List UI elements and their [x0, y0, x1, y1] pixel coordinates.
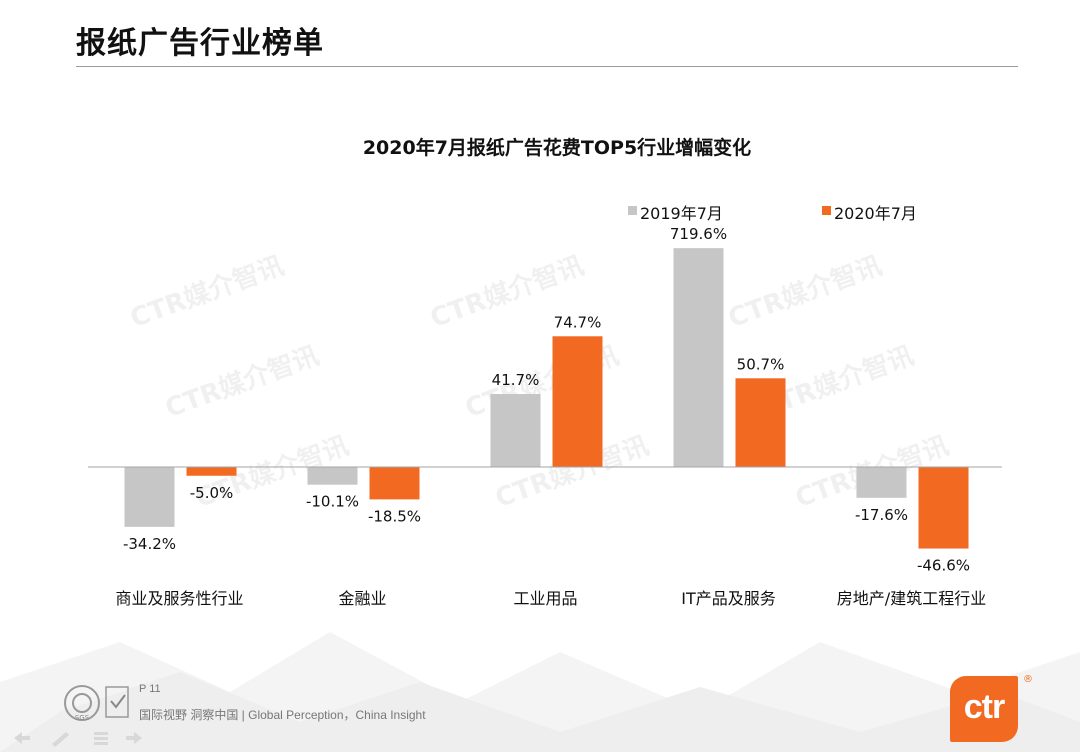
bar: [124, 467, 175, 527]
prev-arrow-icon: [14, 732, 30, 744]
bar: [673, 248, 724, 467]
bar: [918, 467, 969, 549]
bar: [490, 394, 541, 467]
bar: [735, 378, 786, 467]
bar: [856, 467, 907, 498]
ctr-logo: ctr: [950, 676, 1018, 742]
watermark-text: CTR媒介智讯: [162, 341, 323, 424]
logo-text: ctr: [963, 688, 1005, 726]
data-label-group: -34.2% -5.0% -10.1% -18.5% 41.7% 74.7% 719.6% 5…: [123, 225, 970, 574]
category-label: IT产品及服务: [681, 589, 776, 608]
certification-badges: SGS: [62, 683, 132, 727]
data-label: 719.6%: [670, 225, 727, 243]
category-axis: 商业及服务性行业 金融业 工业用品 IT产品及服务 房地产/建筑工程行业: [115, 589, 986, 608]
menu-icon: [94, 732, 108, 745]
chart-title: 2020年7月报纸广告花费TOP5行业增幅变化: [363, 136, 751, 159]
bar-group: [124, 248, 969, 549]
footer-slogan: 国际视野 洞察中国 | Global Perception，China Insi…: [139, 708, 426, 722]
data-label: 41.7%: [492, 371, 540, 389]
category-label: 商业及服务性行业: [115, 589, 243, 608]
registered-mark: ®: [1023, 674, 1033, 685]
page-number: P 11: [139, 683, 161, 695]
watermark-text: CTR媒介智讯: [725, 251, 886, 334]
data-label: -5.0%: [190, 484, 234, 502]
data-label: -34.2%: [123, 535, 176, 553]
chart-legend: 2019年7月 2020年7月: [628, 204, 917, 223]
sgs-label: SGS: [75, 714, 90, 722]
title-divider: [76, 66, 1018, 67]
data-label: -17.6%: [855, 506, 908, 524]
bar: [369, 467, 420, 500]
data-label: -10.1%: [306, 493, 359, 511]
bar: [552, 336, 603, 467]
bar: [307, 467, 358, 485]
legend-label: 2020年7月: [834, 204, 917, 223]
data-label: -18.5%: [368, 507, 421, 525]
data-label: -46.6%: [917, 557, 970, 575]
bar: [186, 467, 237, 476]
page-title: 报纸广告行业榜单: [76, 26, 324, 61]
category-label: 房地产/建筑工程行业: [837, 589, 986, 608]
data-label: 74.7%: [554, 313, 602, 331]
legend-swatch: [628, 206, 637, 215]
background-mountains: [0, 632, 1080, 752]
legend-label: 2019年7月: [640, 204, 723, 223]
slide-nav-controls[interactable]: [12, 728, 152, 748]
category-label: 金融业: [338, 589, 386, 608]
legend-swatch: [822, 206, 831, 215]
data-label: 50.7%: [737, 355, 785, 373]
next-arrow-icon: [126, 732, 142, 744]
pen-icon: [52, 732, 69, 747]
category-label: 工业用品: [513, 589, 577, 608]
watermark-text: CTR媒介智讯: [127, 251, 288, 334]
